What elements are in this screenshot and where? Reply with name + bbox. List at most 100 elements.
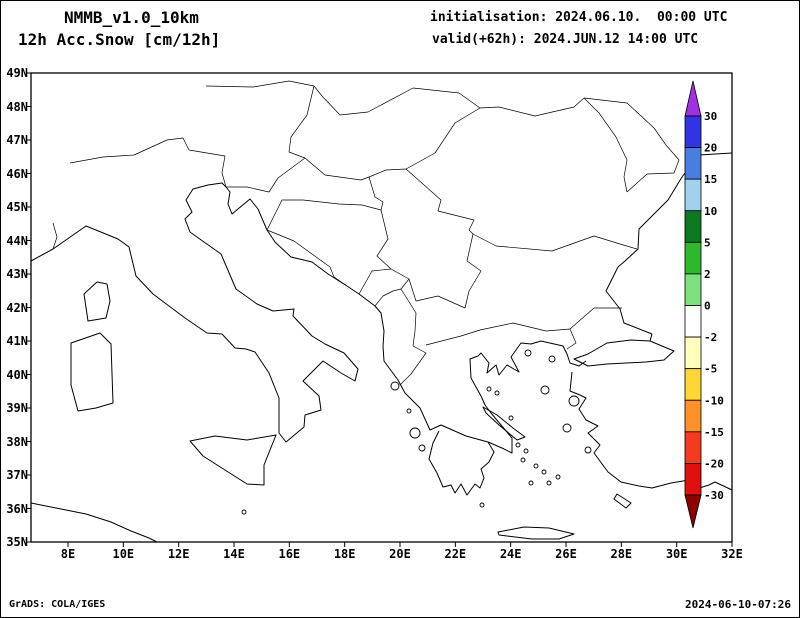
coastline-corsica [83, 281, 111, 322]
island [568, 395, 580, 407]
island [541, 469, 547, 475]
lat-axis-label: 43N [6, 267, 28, 281]
border-france-italy [52, 222, 58, 250]
colorbar-tick-label: 10 [704, 205, 717, 218]
border-serbia-romania [405, 168, 475, 235]
border-hungary-slovakia-ukraine [321, 87, 481, 116]
generation-timestamp: 2024-06-10-07:26 [685, 598, 791, 611]
colorbar-segment [684, 336, 702, 370]
colorbar-tick-label: -20 [704, 457, 724, 470]
colorbar-tick-label: 5 [704, 236, 711, 249]
colorbar-segment [684, 463, 702, 496]
lon-axis-label: 14E [223, 547, 245, 561]
colorbar-segment [684, 368, 702, 401]
island [515, 442, 521, 448]
border-macedonia-greece [425, 329, 481, 346]
border-bulgaria-greece [479, 322, 571, 332]
border-alps-slovenia [69, 137, 227, 188]
border-austria-hungary [288, 85, 315, 159]
coastline-rhodes [613, 493, 632, 509]
lon-axis-label: 22E [444, 547, 467, 561]
island [390, 381, 400, 391]
lat-axis-label: 48N [6, 99, 28, 114]
border-hungary-serbia [368, 168, 407, 178]
lon-axis-label: 26E [555, 547, 577, 561]
lon-axis-label: 12E [167, 547, 190, 561]
lon-axis-label: 8E [60, 547, 76, 561]
island [406, 408, 412, 414]
lon-axis-label: 30E [665, 547, 688, 561]
island [555, 474, 561, 480]
border-bosnia-croatia-south [266, 229, 348, 287]
island [562, 423, 572, 433]
coastline-italy [30, 182, 359, 443]
lon-axis-label: 20E [389, 547, 411, 561]
border-kosovo-macedonia [408, 278, 466, 309]
border-moldova-ukraine-north [583, 97, 655, 129]
lat-axis-label: 41N [6, 334, 28, 348]
coastline-sicily [189, 434, 277, 486]
colorbar-tick-label: -15 [704, 426, 724, 439]
border-romania-ukraine [479, 97, 585, 117]
valid-time-label: valid(+62h): 2024.JUN.12 14:00 UTC [432, 32, 699, 47]
lon-axis-label: 24E [499, 547, 522, 561]
coastlines [30, 152, 733, 543]
border-moldova-ukraine-east [626, 127, 680, 193]
border-romania-moldova [583, 97, 628, 193]
border-montenegro [358, 268, 410, 307]
colorbar-segment [684, 399, 702, 433]
coastline-sardinia [70, 332, 114, 412]
island [533, 463, 539, 469]
border-serbia-bulgaria [464, 233, 482, 309]
colorbar-segment [684, 431, 702, 464]
coastline-north-africa [30, 502, 158, 543]
lon-axis-label: 16E [278, 547, 301, 561]
lat-axis-label: 39N [6, 401, 28, 415]
model-title: NMMB_v1.0_10km [64, 8, 199, 27]
lat-axis-label: 44N [6, 233, 28, 248]
grads-credit: GrADS: COLA/IGES [9, 599, 106, 610]
colorbar-tick-label: 15 [704, 173, 717, 186]
field-title: 12h Acc.Snow [cm/12h] [18, 30, 221, 49]
border-croatia-hungary [304, 157, 370, 181]
coastline-bosphorus [649, 333, 653, 342]
colorbar-segment [684, 115, 702, 148]
island [520, 457, 526, 463]
border-slovenia-croatia [226, 157, 306, 193]
coastline-peloponnese [428, 430, 495, 496]
lat-axis-label: 45N [6, 200, 28, 214]
island [494, 390, 500, 396]
colorbar-segment [684, 178, 702, 212]
colorbar-tick-label: 20 [704, 142, 717, 155]
colorbar-segment [684, 273, 702, 306]
colorbar-tick-label: -2 [704, 331, 717, 344]
border-croatia-serbia [368, 176, 384, 203]
island [241, 509, 247, 515]
island [540, 385, 550, 395]
lon-axis-label: 32E [721, 547, 743, 561]
colorbar-arrow-bottom [684, 494, 702, 529]
lat-axis-label: 37N [6, 468, 28, 482]
lat-axis-label: 46N [6, 166, 28, 181]
lat-axis-label: 42N [6, 300, 28, 315]
island [523, 448, 529, 454]
colorbar-tick-label: -10 [704, 394, 724, 407]
lon-axis-label: 28E [610, 547, 633, 561]
border-czech-austria-slovakia [205, 80, 323, 97]
lat-axis-label: 49N [6, 66, 28, 80]
island [409, 427, 421, 439]
colorbar-tick-label: -5 [704, 363, 717, 376]
colorbar-arrow-top [684, 80, 702, 117]
island [546, 480, 552, 486]
axis-ticks [26, 72, 733, 547]
border-bosnia-serbia [376, 201, 392, 270]
colorbar-tick-label: -30 [704, 489, 724, 502]
island [584, 446, 592, 454]
colorbar-segment [684, 210, 702, 243]
init-time-label: initialisation: 2024.06.10. 00:00 UTC [430, 10, 728, 25]
lat-axis-label: 38N [6, 434, 28, 449]
lat-axis-label: 47N [6, 133, 28, 147]
